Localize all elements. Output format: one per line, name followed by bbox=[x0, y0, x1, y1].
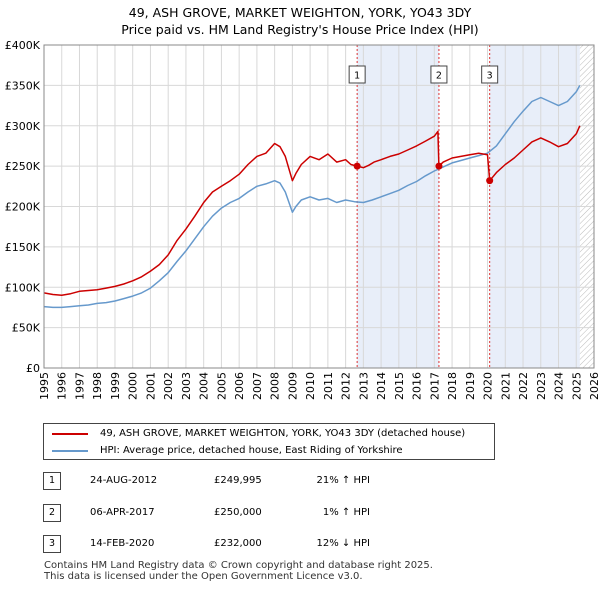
price-paid-line bbox=[43, 125, 581, 297]
sale-marker-label: 1 bbox=[354, 71, 360, 82]
x-tick-label: 2011 bbox=[322, 372, 335, 400]
plot-frame bbox=[43, 44, 595, 369]
y-tick-label: £100K bbox=[5, 281, 41, 294]
x-tick-label: 1997 bbox=[73, 372, 86, 400]
sale-marker-box bbox=[430, 65, 448, 84]
x-tick-label: 2025 bbox=[570, 372, 583, 400]
sale-number-badge: 1 bbox=[43, 472, 61, 490]
sale-marker-box bbox=[348, 65, 366, 84]
x-tick-label: 2016 bbox=[411, 372, 424, 400]
footer-line-licence: This data is licensed under the Open Gov… bbox=[44, 571, 363, 582]
sale-price: £250,000 bbox=[214, 507, 262, 518]
y-tick-label: £150K bbox=[5, 241, 41, 254]
sale-marker-label: 2 bbox=[436, 71, 442, 82]
x-tick-label: 2001 bbox=[144, 372, 157, 400]
x-tick-label: 2018 bbox=[446, 372, 459, 400]
chart-title: 49, ASH GROVE, MARKET WEIGHTON, YORK, YO… bbox=[128, 5, 472, 20]
x-tick-label: 2020 bbox=[482, 372, 495, 400]
x-tick-label: 1998 bbox=[91, 372, 104, 400]
sale-date: 24-AUG-2012 bbox=[90, 475, 158, 486]
sale-price: £249,995 bbox=[214, 475, 262, 486]
x-tick-label: 2013 bbox=[357, 372, 370, 400]
y-tick-label: £350K bbox=[5, 79, 41, 92]
x-tick-label: 2015 bbox=[393, 372, 406, 400]
x-tick-label: 2000 bbox=[127, 372, 140, 400]
sale-hpi-change: 1% ↑ HPI bbox=[322, 507, 370, 518]
chart-legend: 49, ASH GROVE, MARKET WEIGHTON, YORK, YO… bbox=[43, 423, 495, 460]
x-tick-label: 1995 bbox=[38, 372, 51, 400]
x-tick-label: 2022 bbox=[517, 372, 530, 400]
x-tick-label: 2017 bbox=[428, 372, 441, 400]
y-tick-label: £250K bbox=[5, 160, 41, 173]
x-tick-label: 2004 bbox=[198, 372, 211, 400]
legend-swatch-price bbox=[52, 433, 88, 435]
x-tick-label: 2009 bbox=[286, 372, 299, 400]
x-tick-label: 2012 bbox=[340, 372, 353, 400]
legend-label-hpi: HPI: Average price, detached house, East… bbox=[100, 445, 403, 456]
x-tick-label: 1999 bbox=[109, 372, 122, 400]
x-tick-label: 2005 bbox=[215, 372, 228, 400]
footer-line-copyright: Contains HM Land Registry data © Crown c… bbox=[44, 560, 433, 571]
x-tick-label: 1996 bbox=[56, 372, 69, 400]
sale-marker-box bbox=[481, 65, 499, 84]
sale-hpi-change: 12% ↓ HPI bbox=[316, 538, 370, 549]
sale-number-badge: 3 bbox=[43, 535, 61, 553]
x-tick-label: 2021 bbox=[499, 372, 512, 400]
sale-marker-label: 3 bbox=[487, 71, 493, 82]
chart-subtitle: Price paid vs. HM Land Registry's House … bbox=[121, 22, 479, 37]
sale-date: 06-APR-2017 bbox=[90, 507, 155, 518]
y-tick-label: £300K bbox=[5, 120, 41, 133]
footer-attribution: Contains HM Land Registry data © Crown c… bbox=[44, 560, 433, 582]
sale-point bbox=[353, 162, 361, 170]
x-tick-label: 2014 bbox=[375, 372, 388, 400]
x-tick-label: 2003 bbox=[180, 372, 193, 400]
x-tick-label: 2007 bbox=[251, 372, 264, 400]
x-tick-label: 2019 bbox=[464, 372, 477, 400]
sale-point bbox=[435, 162, 443, 170]
x-tick-label: 2006 bbox=[233, 372, 246, 400]
x-tick-label: 2026 bbox=[588, 372, 600, 400]
price-chart: 1 2 3 £0 £50K £100K £150K £200K £250K £300K £350K… bbox=[5, 39, 600, 400]
sale-number-badge: 2 bbox=[43, 504, 61, 522]
sale-point bbox=[486, 177, 494, 185]
x-tick-label: 2010 bbox=[304, 372, 317, 400]
x-tick-label: 2024 bbox=[553, 372, 566, 400]
x-tick-label: 2023 bbox=[535, 372, 548, 400]
y-tick-label: £0 bbox=[26, 362, 40, 375]
y-tick-label: £200K bbox=[5, 201, 41, 214]
sale-hpi-change: 21% ↑ HPI bbox=[316, 475, 370, 486]
y-tick-label: £400K bbox=[5, 39, 41, 52]
x-tick-label: 2008 bbox=[269, 372, 282, 400]
y-tick-label: £50K bbox=[12, 322, 41, 335]
hpi-line bbox=[43, 85, 581, 309]
sale-price: £232,000 bbox=[214, 538, 262, 549]
chart-title-block: 49, ASH GROVE, MARKET WEIGHTON, YORK, YO… bbox=[0, 4, 600, 38]
legend-swatch-hpi bbox=[52, 450, 88, 452]
x-tick-label: 2002 bbox=[162, 372, 175, 400]
sale-date: 14-FEB-2020 bbox=[90, 538, 155, 549]
legend-label-price: 49, ASH GROVE, MARKET WEIGHTON, YORK, YO… bbox=[100, 428, 466, 439]
